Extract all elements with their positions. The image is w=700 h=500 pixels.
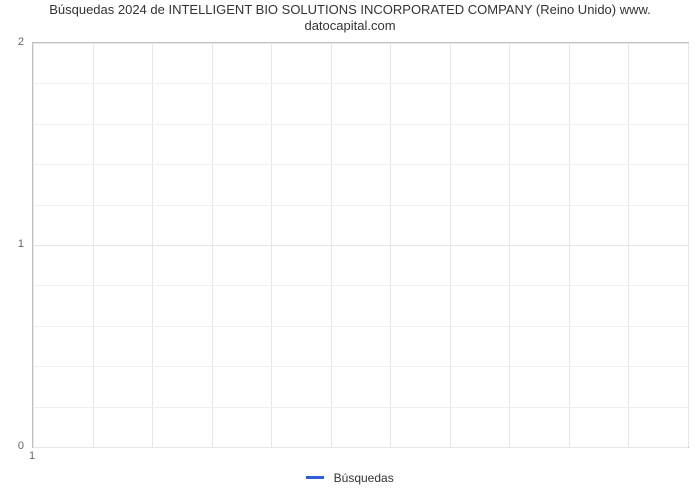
legend-swatch: [306, 476, 324, 479]
chart-title-line1: Búsquedas 2024 de INTELLIGENT BIO SOLUTI…: [49, 2, 651, 17]
gridline-horizontal-minor: [33, 205, 688, 206]
gridline-horizontal-minor: [33, 124, 688, 125]
gridline-horizontal-major: [33, 447, 688, 448]
chart-legend: Búsquedas: [0, 470, 700, 485]
gridline-horizontal-major: [33, 245, 688, 246]
gridline-horizontal-minor: [33, 326, 688, 327]
y-axis-tick-label: 1: [0, 238, 24, 250]
gridline-horizontal-minor: [33, 164, 688, 165]
gridline-horizontal-major: [33, 43, 688, 44]
chart-title-line2: datocapital.com: [304, 18, 395, 33]
gridline-horizontal-minor: [33, 83, 688, 84]
chart-title: Búsquedas 2024 de INTELLIGENT BIO SOLUTI…: [0, 0, 700, 37]
x-axis-tick-label: 1: [22, 450, 42, 462]
gridline-horizontal-minor: [33, 407, 688, 408]
legend-label: Búsquedas: [334, 471, 394, 485]
gridline-horizontal-minor: [33, 285, 688, 286]
y-axis-tick-label: 0: [0, 440, 24, 452]
y-axis-tick-label: 2: [0, 36, 24, 48]
gridline-vertical: [688, 43, 689, 447]
chart-plot-area: [32, 42, 689, 448]
gridline-horizontal-minor: [33, 366, 688, 367]
